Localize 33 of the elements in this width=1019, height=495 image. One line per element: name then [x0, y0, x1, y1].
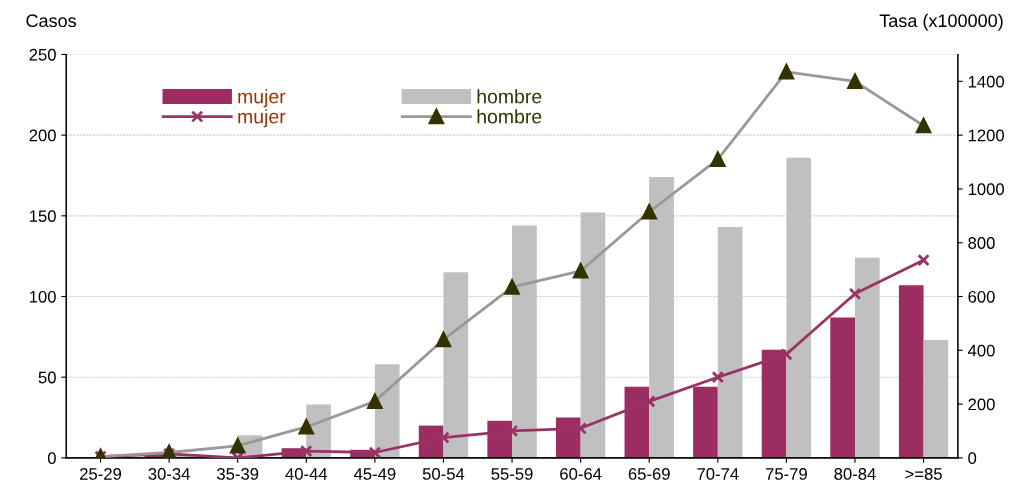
legend-label: hombre [477, 89, 542, 104]
legend-label: mujer [238, 89, 286, 108]
y2-tick-label: 800 [968, 237, 995, 249]
x-tick-label: 80-84 [834, 468, 876, 480]
x-tick-label: >=85 [905, 468, 942, 480]
x-tick-label: 40-44 [285, 468, 328, 480]
x-tick-label: 55-59 [491, 468, 533, 480]
y-tick-label: 100 [29, 290, 56, 303]
legend-label: hombre [477, 109, 542, 124]
x-tick-label: 60-64 [560, 468, 602, 480]
y2-tick-label: 1200 [968, 129, 1005, 142]
y-tick-label: 200 [29, 129, 56, 142]
x-tick-label: 75-79 [765, 468, 807, 480]
y2-tick-label: 200 [968, 398, 995, 411]
y2-tick-label: 400 [967, 344, 995, 357]
y-tick-label: 150 [29, 210, 56, 223]
x-tick-label: 70-74 [697, 468, 739, 480]
y-tick-label: 250 [29, 48, 56, 61]
x-tick-label: 25-29 [80, 468, 122, 480]
y-tick-label: 0 [47, 452, 56, 465]
y2-tick-label: 1400 [968, 75, 1005, 88]
x-tick-label: 30-34 [148, 468, 190, 480]
x-tick-label: 65-69 [628, 468, 670, 480]
x-tick-label: 45-49 [353, 468, 396, 480]
y2-tick-label: 600 [968, 290, 995, 303]
y-tick-label: 50 [38, 371, 56, 384]
x-tick-label: 35-39 [217, 468, 259, 480]
y2-tick-label: 1000 [968, 183, 1005, 196]
y2-axis-title: Tasa (x100000) [879, 13, 1003, 31]
x-tick-label: 50-54 [422, 468, 465, 480]
y2-tick-label: 0 [968, 452, 977, 465]
y-axis-title: Casos [26, 14, 76, 28]
legend-label: mujer [238, 109, 286, 128]
